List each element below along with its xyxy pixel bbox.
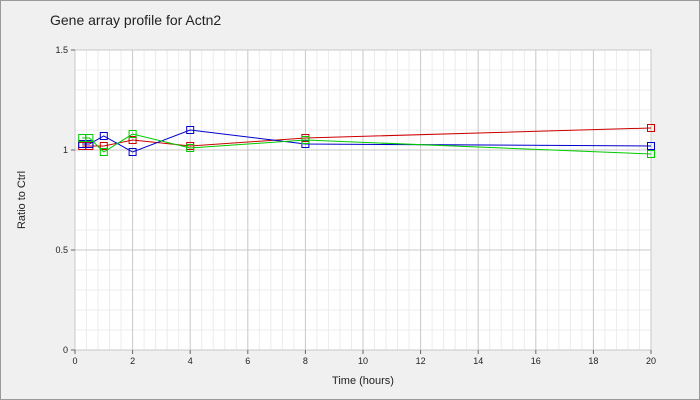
x-tick-label: 16 [531,356,541,366]
x-tick-label: 18 [588,356,598,366]
series-point [99,142,108,150]
series-point [186,126,195,134]
series-line [82,133,652,155]
series-point [85,134,94,142]
x-tick-label: 10 [358,356,368,366]
x-axis-label: Time (hours) [332,375,394,387]
y-tick-label: 1.5 [55,45,68,55]
x-tick-label: 12 [416,356,426,366]
series-layer [78,124,655,158]
x-tick-label: 6 [245,356,250,366]
series-point [85,140,94,148]
x-tick-label: 8 [303,356,308,366]
y-tick-label: 0.5 [55,245,68,255]
series-point [128,148,137,156]
series-point [301,136,310,144]
x-tick-label: 2 [130,356,135,366]
x-tick-label: 0 [72,356,77,366]
series-point [647,150,655,158]
series-point [99,132,108,140]
y-axis-ticks: 0 0.5 1 1.5 [55,45,75,355]
series-point [647,124,655,132]
series-3 [78,130,655,158]
y-tick-label: 1 [63,145,68,155]
x-tick-label: 14 [473,356,483,366]
series-point [186,144,195,152]
x-tick-label: 4 [188,356,193,366]
x-tick-label: 20 [646,356,656,366]
series-point [128,136,137,144]
series-point [99,148,108,156]
series-point [128,130,137,138]
y-tick-label: 0 [63,345,68,355]
series-point [647,142,655,150]
chart-title: Gene array profile for Actn2 [50,12,221,28]
y-axis-label: Ratio to Ctrl [16,171,28,229]
series-line [82,127,652,147]
x-axis-ticks: 0 2 4 6 8 10 12 14 16 18 20 [72,350,656,366]
